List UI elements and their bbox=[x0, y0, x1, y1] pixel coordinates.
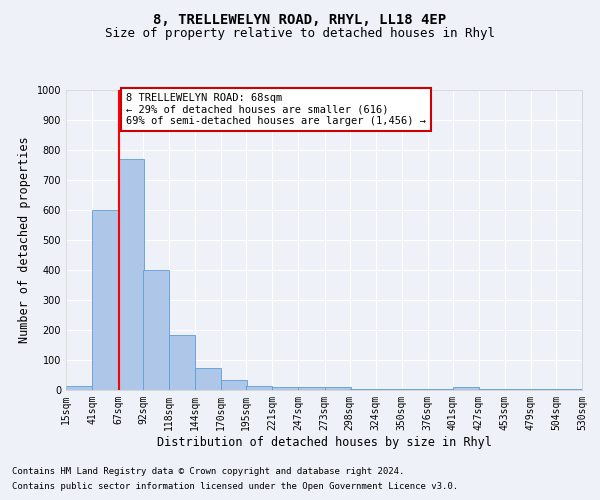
Bar bbox=[453, 387, 479, 390]
Bar bbox=[169, 334, 195, 390]
Bar bbox=[376, 389, 401, 390]
X-axis label: Distribution of detached houses by size in Rhyl: Distribution of detached houses by size … bbox=[157, 436, 491, 448]
Text: 8, TRELLEWELYN ROAD, RHYL, LL18 4EP: 8, TRELLEWELYN ROAD, RHYL, LL18 4EP bbox=[154, 12, 446, 26]
Bar bbox=[143, 270, 169, 390]
Bar bbox=[195, 368, 221, 390]
Bar bbox=[247, 386, 272, 390]
Bar bbox=[350, 388, 376, 390]
Bar bbox=[66, 386, 92, 390]
Text: 8 TRELLEWELYN ROAD: 68sqm
← 29% of detached houses are smaller (616)
69% of semi: 8 TRELLEWELYN ROAD: 68sqm ← 29% of detac… bbox=[126, 93, 426, 126]
Bar bbox=[92, 210, 118, 390]
Bar bbox=[272, 387, 298, 390]
Y-axis label: Number of detached properties: Number of detached properties bbox=[18, 136, 31, 344]
Text: Size of property relative to detached houses in Rhyl: Size of property relative to detached ho… bbox=[105, 28, 495, 40]
Bar bbox=[221, 380, 247, 390]
Text: Contains HM Land Registry data © Crown copyright and database right 2024.: Contains HM Land Registry data © Crown c… bbox=[12, 467, 404, 476]
Text: Contains public sector information licensed under the Open Government Licence v3: Contains public sector information licen… bbox=[12, 482, 458, 491]
Bar bbox=[401, 389, 428, 390]
Bar bbox=[325, 387, 350, 390]
Bar bbox=[298, 387, 325, 390]
Bar bbox=[118, 159, 144, 390]
